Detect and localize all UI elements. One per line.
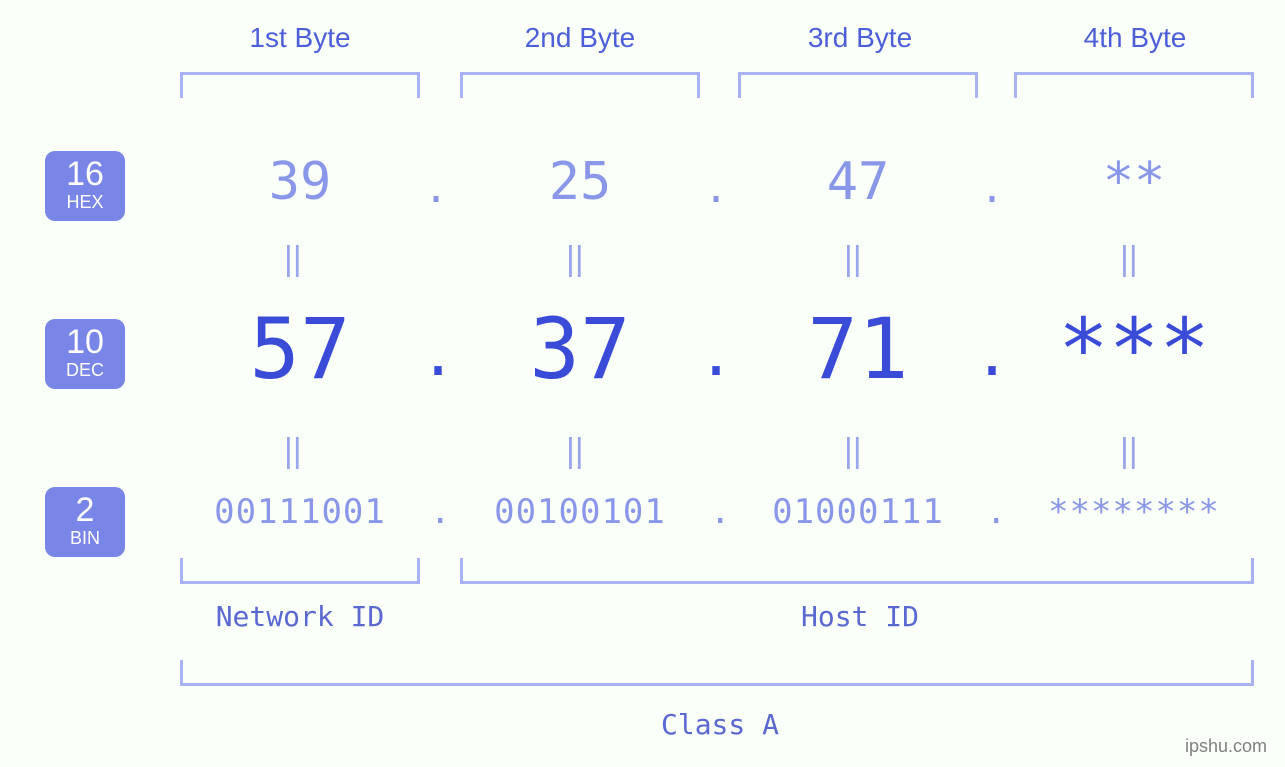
dec-dot-2: .	[698, 320, 734, 390]
dec-byte-1: 57	[220, 300, 380, 398]
bin-byte-4: ********	[1014, 492, 1254, 532]
hex-byte-4: **	[1074, 152, 1194, 212]
host-id-label: Host ID	[770, 600, 950, 633]
eq-hex-dec-1: ||	[284, 240, 302, 279]
badge-hex-name: HEX	[45, 193, 125, 213]
badge-dec-name: DEC	[45, 361, 125, 381]
dec-dot-3: .	[974, 320, 1010, 390]
badge-bin-name: BIN	[45, 529, 125, 549]
dec-byte-2: 37	[500, 300, 660, 398]
class-label: Class A	[640, 708, 800, 741]
host-bracket	[460, 558, 1254, 584]
top-bracket-4	[1014, 72, 1254, 98]
dec-dot-1: .	[420, 320, 456, 390]
eq-dec-bin-4: ||	[1120, 432, 1138, 471]
eq-dec-bin-1: ||	[284, 432, 302, 471]
eq-dec-bin-3: ||	[844, 432, 862, 471]
bin-dot-3: .	[986, 492, 1006, 532]
bin-byte-2: 00100101	[460, 492, 700, 532]
bin-byte-1: 00111001	[180, 492, 420, 532]
top-bracket-1	[180, 72, 420, 98]
network-id-label: Network ID	[200, 600, 400, 633]
byte-header-3: 3rd Byte	[790, 22, 930, 54]
hex-byte-2: 25	[520, 152, 640, 212]
hex-byte-1: 39	[240, 152, 360, 212]
hex-byte-3: 47	[798, 152, 918, 212]
badge-hex: 16 HEX	[45, 151, 125, 221]
bin-dot-2: .	[710, 492, 730, 532]
badge-dec: 10 DEC	[45, 319, 125, 389]
dec-byte-3: 71	[778, 300, 938, 398]
network-bracket	[180, 558, 420, 584]
badge-dec-base: 10	[45, 325, 125, 359]
hex-dot-3: .	[980, 166, 1004, 212]
eq-hex-dec-4: ||	[1120, 240, 1138, 279]
eq-dec-bin-2: ||	[566, 432, 584, 471]
watermark: ipshu.com	[1185, 736, 1267, 757]
byte-header-2: 2nd Byte	[510, 22, 650, 54]
dec-byte-4: ***	[1034, 300, 1234, 398]
ip-diagram: 1st Byte 2nd Byte 3rd Byte 4th Byte 16 H…	[0, 0, 1285, 767]
badge-hex-base: 16	[45, 157, 125, 191]
hex-dot-1: .	[424, 166, 448, 212]
byte-header-1: 1st Byte	[240, 22, 360, 54]
byte-header-4: 4th Byte	[1065, 22, 1205, 54]
badge-bin-base: 2	[45, 493, 125, 527]
top-bracket-2	[460, 72, 700, 98]
eq-hex-dec-2: ||	[566, 240, 584, 279]
bin-byte-3: 01000111	[738, 492, 978, 532]
bin-dot-1: .	[430, 492, 450, 532]
eq-hex-dec-3: ||	[844, 240, 862, 279]
hex-dot-2: .	[704, 166, 728, 212]
badge-bin: 2 BIN	[45, 487, 125, 557]
class-bracket	[180, 660, 1254, 686]
top-bracket-3	[738, 72, 978, 98]
